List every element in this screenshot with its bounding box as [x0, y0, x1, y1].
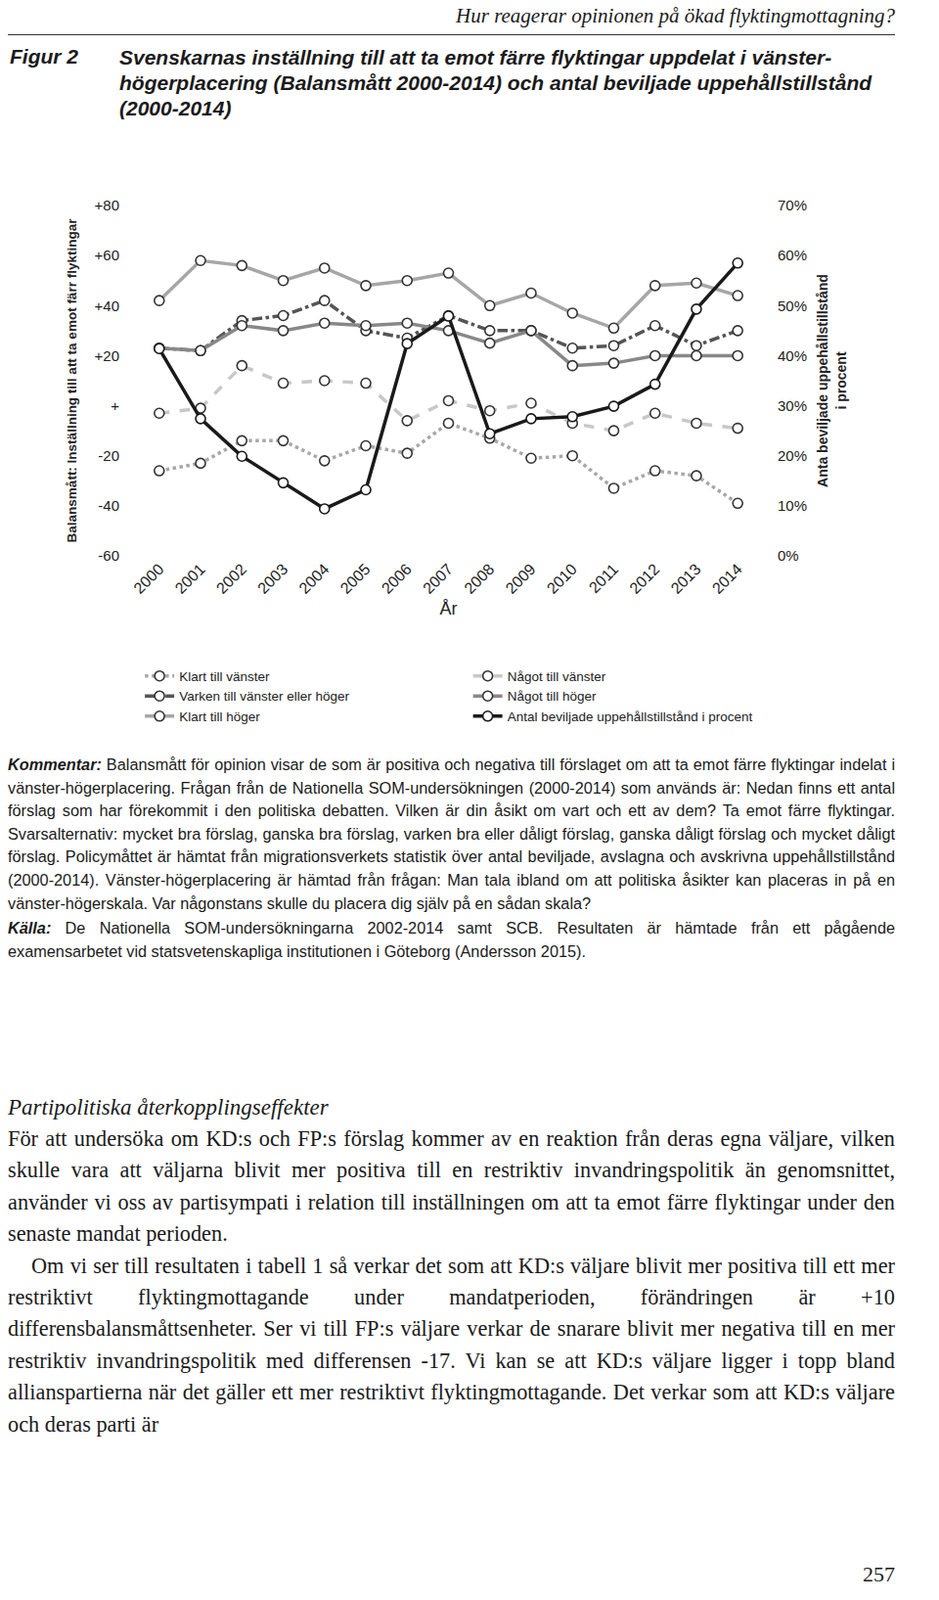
svg-text:2004: 2004 [295, 560, 332, 597]
svg-text:Klart till vänster: Klart till vänster [178, 669, 270, 684]
svg-text:+: + [110, 397, 120, 414]
svg-text:2006: 2006 [378, 560, 415, 597]
svg-text:10%: 10% [777, 496, 807, 514]
svg-text:2013: 2013 [668, 560, 705, 597]
svg-text:50%: 50% [777, 297, 807, 314]
html-text:Om vi ser till resultaten i ta: Om vi ser till resultaten i tabell 1 så … [7, 1252, 895, 1436]
svg-text:20%: 20% [777, 447, 807, 464]
svg-text:2002: 2002 [213, 560, 250, 597]
svg-text:Antal beviljade uppehållstills: Antal beviljade uppehållstillstånd i pro… [507, 709, 754, 724]
svg-text:2007: 2007 [419, 560, 456, 597]
html-text:Hur reagerar opinionen på ökad: Hur reagerar opinionen på ökad flyktingm… [455, 3, 895, 28]
svg-text:+80: +80 [94, 196, 120, 214]
svg-text:År: År [440, 598, 458, 619]
svg-text:Anta beviljade uppehållstillst: Anta beviljade uppehållstillståndi proce… [814, 273, 849, 488]
svg-text:40%: 40% [777, 347, 807, 364]
svg-text:2012: 2012 [626, 560, 663, 597]
svg-text:2008: 2008 [460, 560, 497, 597]
svg-text:70%: 70% [777, 196, 807, 214]
svg-text:2005: 2005 [337, 560, 374, 597]
svg-text:Något till höger: Något till höger [507, 688, 597, 704]
svg-text:+40: +40 [94, 297, 120, 314]
svg-text:+20: +20 [94, 347, 120, 364]
html-text:Svenskarnas inställning till a: Svenskarnas inställning till att ta emot… [119, 45, 872, 120]
svg-text:Klart till höger: Klart till höger [178, 709, 261, 724]
svg-text:-40: -40 [97, 496, 120, 514]
html-text:Källa: De Nationella SOM-under: Källa: De Nationella SOM-undersökningarn… [7, 918, 895, 960]
html-text:Figur 2: Figur 2 [9, 44, 79, 68]
svg-text:0%: 0% [777, 546, 800, 564]
svg-text:2001: 2001 [172, 560, 209, 597]
svg-text:Något till vänster: Något till vänster [507, 669, 607, 684]
svg-text:60%: 60% [777, 246, 807, 264]
html-text:För att undersöka om KD:s och: För att undersöka om KD:s och FP:s försl… [7, 1125, 895, 1246]
svg-text:Balansmått: Inställning till a: Balansmått: Inställning till att ta emot… [64, 218, 80, 543]
svg-text:30%: 30% [777, 397, 807, 414]
svg-text:Varken till vänster eller höge: Varken till vänster eller höger [178, 688, 350, 704]
svg-text:2000: 2000 [130, 560, 167, 597]
svg-text:2011: 2011 [585, 560, 622, 596]
svg-text:2009: 2009 [502, 560, 539, 597]
html-text:Kommentar: Balansmått för opin: Kommentar: Balansmått för opinion visar … [7, 755, 895, 912]
html-text:Partipolitiska återkopplingsef: Partipolitiska återkopplingseffekter [7, 1094, 329, 1119]
html-text:257: 257 [862, 1561, 895, 1586]
svg-text:2010: 2010 [543, 560, 581, 597]
svg-text:-60: -60 [97, 546, 120, 564]
svg-text:-20: -20 [97, 447, 120, 464]
svg-text:2003: 2003 [254, 560, 291, 597]
svg-text:2014: 2014 [709, 560, 746, 597]
svg-text:+60: +60 [94, 246, 120, 264]
